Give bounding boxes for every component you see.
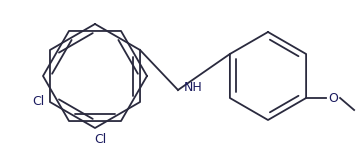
Text: Cl: Cl — [33, 95, 45, 109]
Text: Cl: Cl — [94, 133, 106, 146]
Text: NH: NH — [184, 81, 203, 94]
Text: O: O — [328, 92, 338, 105]
